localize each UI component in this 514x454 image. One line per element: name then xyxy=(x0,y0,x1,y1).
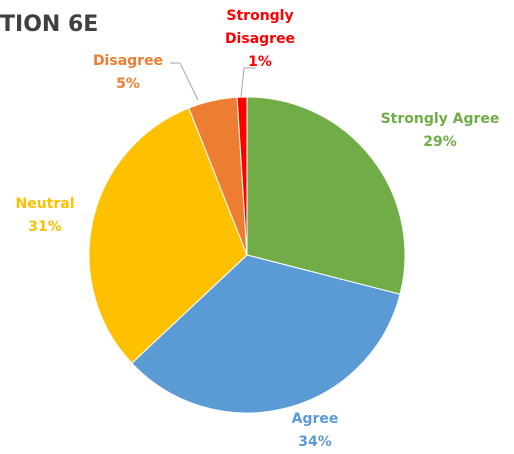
data-label: Strongly Agree 29% xyxy=(370,108,510,154)
slices xyxy=(88,96,406,414)
value-label: 31% xyxy=(28,219,62,235)
category-label: Agree xyxy=(291,411,339,427)
data-label: Neutral 31% xyxy=(5,193,85,239)
category-label: Strongly Agree xyxy=(380,111,500,127)
data-label: Disagree 5% xyxy=(83,50,173,96)
pie-slice xyxy=(88,107,248,364)
value-label: 29% xyxy=(423,134,457,150)
category-label: Neutral xyxy=(15,196,75,212)
category-label: Disagree xyxy=(92,53,164,69)
category-label: Strongly Disagree xyxy=(224,8,296,47)
data-label: Strongly Disagree 1% xyxy=(215,5,305,74)
data-label: Agree 34% xyxy=(275,408,355,454)
value-label: 1% xyxy=(248,54,272,70)
pie-slice xyxy=(246,96,406,295)
value-label: 34% xyxy=(298,434,332,450)
value-label: 5% xyxy=(116,76,140,92)
pie-slice xyxy=(236,96,248,256)
leader-line xyxy=(170,62,199,101)
chart-title: TION 6E xyxy=(0,12,99,37)
pie-slice xyxy=(131,254,401,414)
leader-line xyxy=(240,67,256,98)
